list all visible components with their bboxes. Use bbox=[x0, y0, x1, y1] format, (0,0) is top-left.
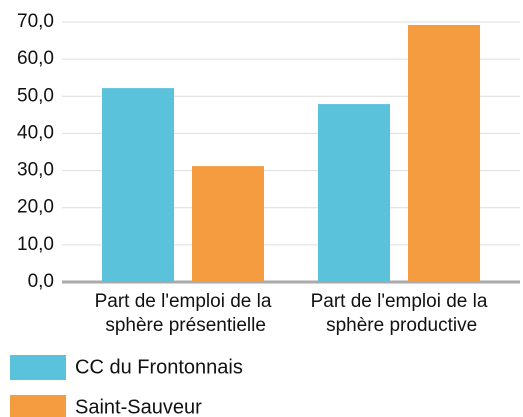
y-tick-label: 10,0 bbox=[17, 234, 54, 255]
legend-label: CC du Frontonnais bbox=[75, 356, 243, 378]
bar bbox=[102, 88, 174, 282]
y-tick-label: 50,0 bbox=[17, 85, 54, 106]
legend-swatch bbox=[10, 355, 66, 380]
y-tick-label: 0,0 bbox=[28, 271, 54, 292]
legend-swatch bbox=[10, 395, 66, 417]
y-tick-label: 30,0 bbox=[17, 160, 54, 181]
legend-label: Saint-Sauveur bbox=[75, 396, 202, 417]
y-tick-label: 60,0 bbox=[17, 48, 54, 69]
y-tick-label: 40,0 bbox=[17, 122, 54, 143]
x-tick-label: Part de l'emploi de la sphère présentiel… bbox=[95, 291, 272, 336]
bar bbox=[318, 104, 390, 282]
y-tick-label: 20,0 bbox=[17, 197, 54, 218]
y-tick-label: 70,0 bbox=[17, 11, 54, 32]
bar bbox=[192, 166, 264, 282]
bar bbox=[408, 24, 480, 282]
x-tick-label: Part de l'emploi de la sphère productive bbox=[311, 291, 488, 336]
